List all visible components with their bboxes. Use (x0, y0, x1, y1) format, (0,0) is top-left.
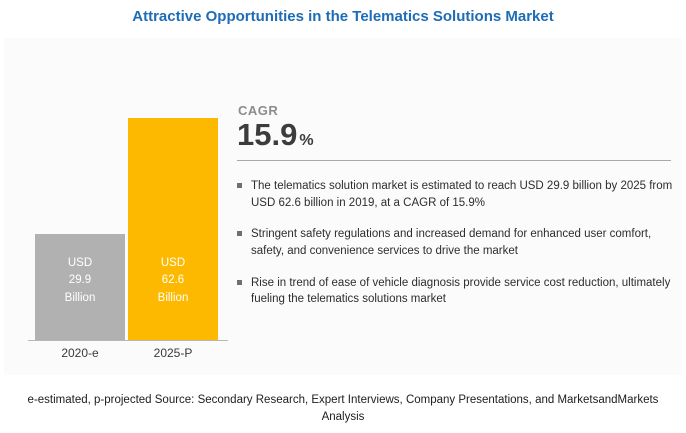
bar-2025: USD 62.6 Billion (128, 118, 218, 340)
cagr-value: 15.9 (237, 117, 298, 152)
bar-2020: USD 29.9 Billion (35, 234, 125, 340)
list-item: Stringent safety regulations and increas… (237, 226, 677, 259)
page-title: Attractive Opportunities in the Telemati… (132, 8, 554, 25)
source-note-line1: e-estimated, p-projected Source: Seconda… (27, 394, 659, 406)
key-points-list: The telematics solution market is estima… (237, 178, 677, 323)
bar-2025-value-label: USD 62.6 Billion (157, 256, 189, 305)
x-tick-2025: 2025-P (153, 346, 193, 360)
square-bullet-icon (237, 183, 242, 188)
bullet-text: Stringent safety regulations and increas… (251, 228, 652, 258)
list-item: The telematics solution market is estima… (237, 178, 677, 211)
square-bullet-icon (237, 279, 242, 285)
cagr-divider-line (237, 160, 671, 161)
cagr-value-row: 15.9 % (237, 117, 314, 153)
bar-2020-value-label: USD 29.9 Billion (64, 256, 96, 305)
bar-chart: USD 29.9 Billion USD 62.6 Billion (32, 92, 227, 340)
cagr-percent-sign: % (299, 132, 314, 149)
source-note: e-estimated, p-projected Source: Seconda… (0, 392, 686, 427)
bullet-text: Rise in trend of ease of vehicle diagnos… (251, 276, 671, 306)
x-tick-2020: 2020-e (61, 346, 99, 360)
x-axis-line (28, 340, 228, 341)
square-bullet-icon (237, 231, 242, 237)
cagr-label: CAGR (238, 103, 279, 118)
bullet-text: The telematics solution market is estima… (251, 180, 673, 209)
source-note-line2: Analysis (321, 411, 365, 424)
list-item: Rise in trend of ease of vehicle diagnos… (237, 275, 677, 308)
